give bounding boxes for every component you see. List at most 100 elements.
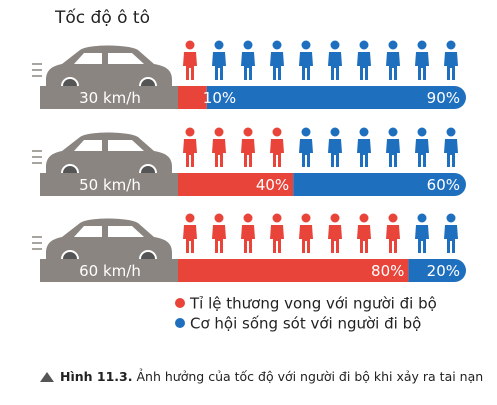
person-head [330,40,340,50]
person-body [299,225,313,253]
car-body [46,218,172,259]
person-head [388,127,398,137]
person-icon [299,213,313,253]
person-head [185,40,195,50]
caption-triangle [40,372,54,382]
person-body [270,225,284,253]
person-body [212,52,226,80]
person-head [243,213,253,223]
value-label: 10% [203,89,236,107]
value-label: 90% [427,89,460,107]
person-body [183,139,197,167]
person-body [212,139,226,167]
person-icon [183,40,197,80]
person-body [386,139,400,167]
person-head [272,127,282,137]
person-icon [415,213,429,253]
person-icon [328,127,342,167]
person-head [359,40,369,50]
person-head [243,40,253,50]
value-label: 60% [427,176,460,194]
value-label: 20% [427,262,460,280]
bar-segment [178,173,294,196]
person-icon [386,213,400,253]
person-body [328,225,342,253]
person-body [212,225,226,253]
bar-segment [178,259,409,282]
person-icon [357,213,371,253]
person-body [328,139,342,167]
caption-text: Ảnh hưởng của tốc độ với người đi bộ khi… [137,368,484,384]
person-body [241,139,255,167]
person-body [444,225,458,253]
chart-title: Tốc độ ô tô [54,7,150,28]
person-icon [212,213,226,253]
person-icon [299,40,313,80]
person-head [301,40,311,50]
person-head [243,127,253,137]
person-head [214,40,224,50]
bar-segment [293,173,466,196]
person-icon [241,40,255,80]
person-body [386,225,400,253]
category-box [40,173,178,196]
person-head [446,213,456,223]
person-head [272,40,282,50]
person-body [444,139,458,167]
car-window [74,53,144,64]
person-body [183,52,197,80]
legend-marker [175,298,185,308]
person-icon [357,40,371,80]
person-icon [415,127,429,167]
person-body [415,139,429,167]
person-body [415,225,429,253]
person-body [386,52,400,80]
bar-segment [408,259,466,282]
person-head [388,213,398,223]
person-icon [270,40,284,80]
person-icon [183,213,197,253]
person-icon [212,127,226,167]
person-icon [415,40,429,80]
person-icon [212,40,226,80]
person-body [241,225,255,253]
person-head [330,213,340,223]
person-body [299,139,313,167]
person-head [446,127,456,137]
person-body [357,139,371,167]
category-box [40,259,178,282]
person-icon [386,40,400,80]
person-head [185,127,195,137]
person-head [214,213,224,223]
person-icon [328,40,342,80]
person-icon [444,40,458,80]
car-window [74,140,144,151]
bar-segment [206,86,467,109]
person-head [359,127,369,137]
car-body [46,45,172,86]
person-head [301,127,311,137]
person-head [417,127,427,137]
person-icon [270,213,284,253]
person-icon [299,127,313,167]
person-icon [241,127,255,167]
person-head [214,127,224,137]
category-label: 60 km/h [79,262,141,280]
person-body [328,52,342,80]
person-head [301,213,311,223]
legend-label: Tỉ lệ thương vong với người đi bộ [189,295,437,313]
person-head [446,40,456,50]
person-icon [328,213,342,253]
car-window [74,226,144,237]
car-body [46,132,172,173]
category-box [40,86,178,109]
caption-label: Hình 11.3. [60,369,133,384]
person-body [241,52,255,80]
value-label: 80% [371,262,404,280]
person-head [417,213,427,223]
person-icon [357,127,371,167]
person-body [299,52,313,80]
person-head [359,213,369,223]
person-icon [444,127,458,167]
